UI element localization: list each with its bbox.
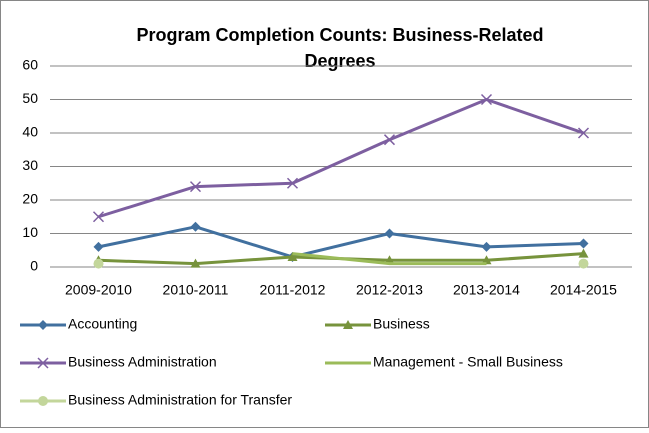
marker [38, 320, 48, 330]
y-tick-label: 30 [22, 157, 38, 173]
x-tick-label: 2010-2011 [163, 282, 229, 298]
y-tick-label: 50 [22, 90, 38, 106]
marker [93, 241, 104, 252]
marker [93, 258, 104, 269]
x-tick-label: 2009-2010 [65, 282, 132, 298]
y-tick-label: 40 [22, 124, 38, 140]
chart-title: Program Completion Counts: Business-Rela… [136, 25, 543, 45]
marker [38, 396, 48, 406]
legend-label: Accounting [68, 316, 137, 332]
marker [578, 258, 589, 269]
marker [481, 241, 492, 252]
marker [481, 255, 492, 265]
x-tick-label: 2013-2014 [453, 282, 520, 298]
marker [384, 228, 395, 239]
x-tick-label: 2014-2015 [550, 282, 617, 298]
marker [37, 357, 49, 369]
marker [92, 211, 105, 223]
series-line [98, 98, 584, 219]
marker [578, 248, 589, 258]
marker [189, 181, 202, 193]
legend-label: Business [373, 316, 430, 332]
legend-label: Business Administration for Transfer [68, 392, 292, 408]
y-tick-label: 60 [22, 57, 38, 73]
series-line [292, 252, 487, 266]
marker [383, 134, 396, 146]
chart-title: Degrees [304, 51, 375, 71]
marker [286, 177, 299, 189]
legend-label: Business Administration [68, 354, 217, 370]
y-tick-label: 20 [22, 191, 38, 207]
marker [578, 238, 589, 249]
marker [190, 221, 201, 232]
marker [577, 127, 590, 139]
x-tick-label: 2011-2012 [260, 282, 326, 298]
series-line [98, 225, 584, 259]
legend-label: Management - Small Business [373, 354, 563, 370]
y-tick-label: 10 [22, 224, 38, 240]
marker [480, 93, 493, 106]
marker [287, 251, 298, 261]
marker [343, 320, 353, 329]
marker [190, 258, 201, 268]
x-tick-label: 2012-2013 [356, 282, 423, 298]
y-tick-label: 0 [30, 258, 38, 274]
